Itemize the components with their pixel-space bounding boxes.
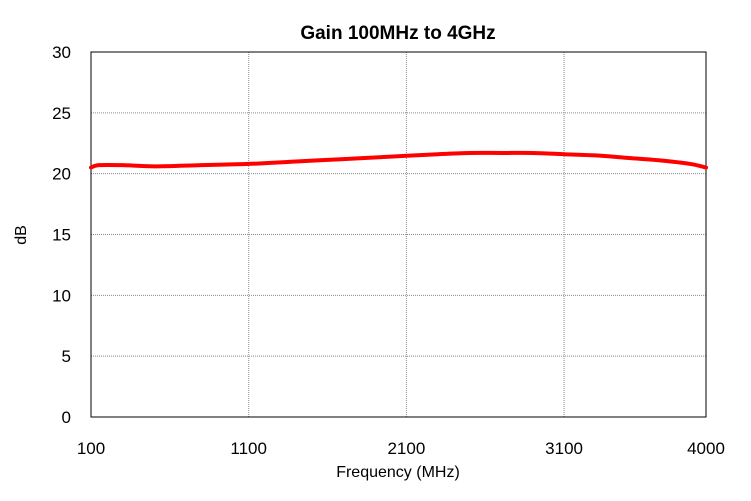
y-tick-label: 0 xyxy=(62,408,71,427)
x-axis-label: Frequency (MHz) xyxy=(336,464,460,481)
y-tick-labels: 0 5 10 15 20 25 30 xyxy=(52,43,71,427)
x-tick-label: 2100 xyxy=(387,439,425,458)
chart-title: Gain 100MHz to 4GHz xyxy=(300,23,495,44)
x-tick-label: 1100 xyxy=(230,439,267,458)
x-tick-label: 4000 xyxy=(687,439,725,458)
x-tick-label: 3100 xyxy=(545,439,583,458)
y-tick-label: 30 xyxy=(52,43,71,62)
series-layer xyxy=(89,150,708,170)
gain-series-line xyxy=(89,150,708,170)
y-tick-label: 20 xyxy=(52,165,71,184)
y-axis-label: dB xyxy=(13,225,30,245)
y-tick-label: 10 xyxy=(52,286,71,305)
x-tick-labels: 100 1100 2100 3100 4000 xyxy=(77,439,725,458)
grid-lines xyxy=(91,52,706,417)
y-tick-label: 25 xyxy=(52,104,71,123)
y-tick-label: 5 xyxy=(62,347,71,366)
y-tick-label: 15 xyxy=(52,226,71,245)
x-tick-label: 100 xyxy=(77,439,105,458)
plot-frame xyxy=(90,51,707,418)
